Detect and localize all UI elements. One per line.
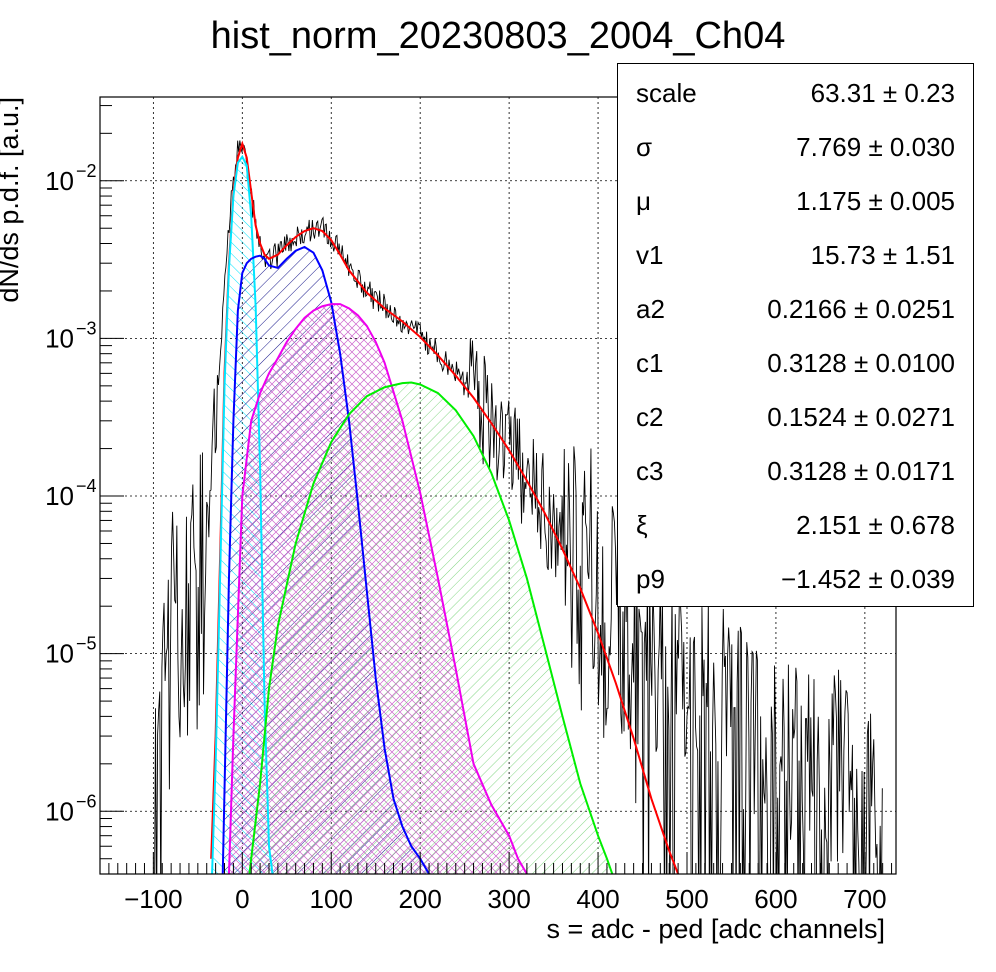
- stats-row-a2: a2 0.2166 ± 0.0251: [618, 282, 973, 336]
- total-fit-curve: [210, 140, 680, 874]
- y-tick-label-exp: −3: [76, 318, 97, 338]
- x-tick-label: 200: [398, 884, 441, 914]
- y-tick-label-base: 10: [45, 639, 74, 669]
- y-tick-label-base: 10: [45, 796, 74, 826]
- component-curve-green: [248, 381, 614, 874]
- stats-row-c1: c1 0.3128 ± 0.0100: [618, 336, 973, 390]
- x-tick-label: 100: [310, 884, 353, 914]
- stats-name: v1: [636, 240, 664, 270]
- stats-name: c3: [636, 456, 664, 486]
- y-axis: 10−610−510−410−310−2: [45, 105, 124, 875]
- series-lines: [154, 140, 883, 874]
- component-curve-cyan: [211, 154, 274, 874]
- x-tick-label: 400: [576, 884, 619, 914]
- y-tick-label-base: 10: [45, 166, 74, 196]
- x-tick-label: 500: [665, 884, 708, 914]
- component-curve-magenta: [227, 303, 528, 874]
- stats-row-mu: μ 1.175 ± 0.005: [618, 174, 973, 228]
- stats-name: c1: [636, 348, 664, 378]
- x-axis-label: s = adc - ped [adc channels]: [547, 914, 885, 944]
- x-tick-label: 700: [843, 884, 886, 914]
- stats-value: −1.452 ± 0.039: [780, 564, 955, 594]
- stats-value: 0.2166 ± 0.0251: [767, 294, 955, 324]
- stats-row-v1: v1 15.73 ± 1.51: [618, 228, 973, 282]
- y-axis-label: dN/ds p.d.f. [a.u.]: [0, 97, 24, 303]
- stats-name: ξ: [636, 510, 648, 540]
- stats-name: σ: [636, 132, 653, 162]
- stats-value: 0.3128 ± 0.0171: [767, 456, 955, 486]
- component-fills: [212, 156, 613, 874]
- stats-name: μ: [636, 186, 651, 216]
- y-tick-label-exp: −2: [76, 161, 97, 181]
- x-axis: −100 0 100 200 300 400 500 600 700: [108, 852, 893, 914]
- stats-value: 2.151 ± 0.678: [796, 510, 955, 540]
- stats-row-sigma: σ 7.769 ± 0.030: [618, 120, 973, 174]
- x-tick-label: 600: [754, 884, 797, 914]
- fit-stats-box: scale 63.31 ± 0.23 σ 7.769 ± 0.030 μ 1.1…: [617, 63, 974, 607]
- fill-green: [249, 382, 613, 874]
- y-tick-label-exp: −5: [76, 634, 97, 654]
- stats-value: 0.1524 ± 0.0271: [767, 402, 955, 432]
- stats-row-c3: c3 0.3128 ± 0.0171: [618, 444, 973, 498]
- stats-name: a2: [636, 294, 665, 324]
- stats-name: p9: [636, 564, 665, 594]
- stats-value: 63.31 ± 0.23: [810, 78, 955, 108]
- stats-value: 0.3128 ± 0.0100: [767, 348, 955, 378]
- stats-value: 1.175 ± 0.005: [796, 186, 955, 216]
- stats-name: scale: [636, 78, 697, 108]
- data-histogram: [154, 140, 883, 874]
- y-tick-label-exp: −6: [76, 791, 97, 811]
- y-tick-label-base: 10: [45, 323, 74, 353]
- stats-row-c2: c2 0.1524 ± 0.0271: [618, 390, 973, 444]
- stats-value: 15.73 ± 1.51: [810, 240, 955, 270]
- stats-name: c2: [636, 402, 664, 432]
- y-tick-label-exp: −4: [76, 476, 97, 496]
- x-tick-label: 0: [235, 884, 249, 914]
- stats-value: 7.769 ± 0.030: [796, 132, 955, 162]
- x-tick-label: 300: [487, 884, 530, 914]
- component-curve-blue: [221, 245, 430, 874]
- stats-row-scale: scale 63.31 ± 0.23: [618, 66, 973, 120]
- y-tick-label-base: 10: [45, 481, 74, 511]
- stats-row-xi: ξ 2.151 ± 0.678: [618, 498, 973, 552]
- chart-title: hist_norm_20230803_2004_Ch04: [211, 15, 786, 57]
- stats-row-p9: p9 −1.452 ± 0.039: [618, 552, 973, 606]
- x-tick-label: −100: [124, 884, 183, 914]
